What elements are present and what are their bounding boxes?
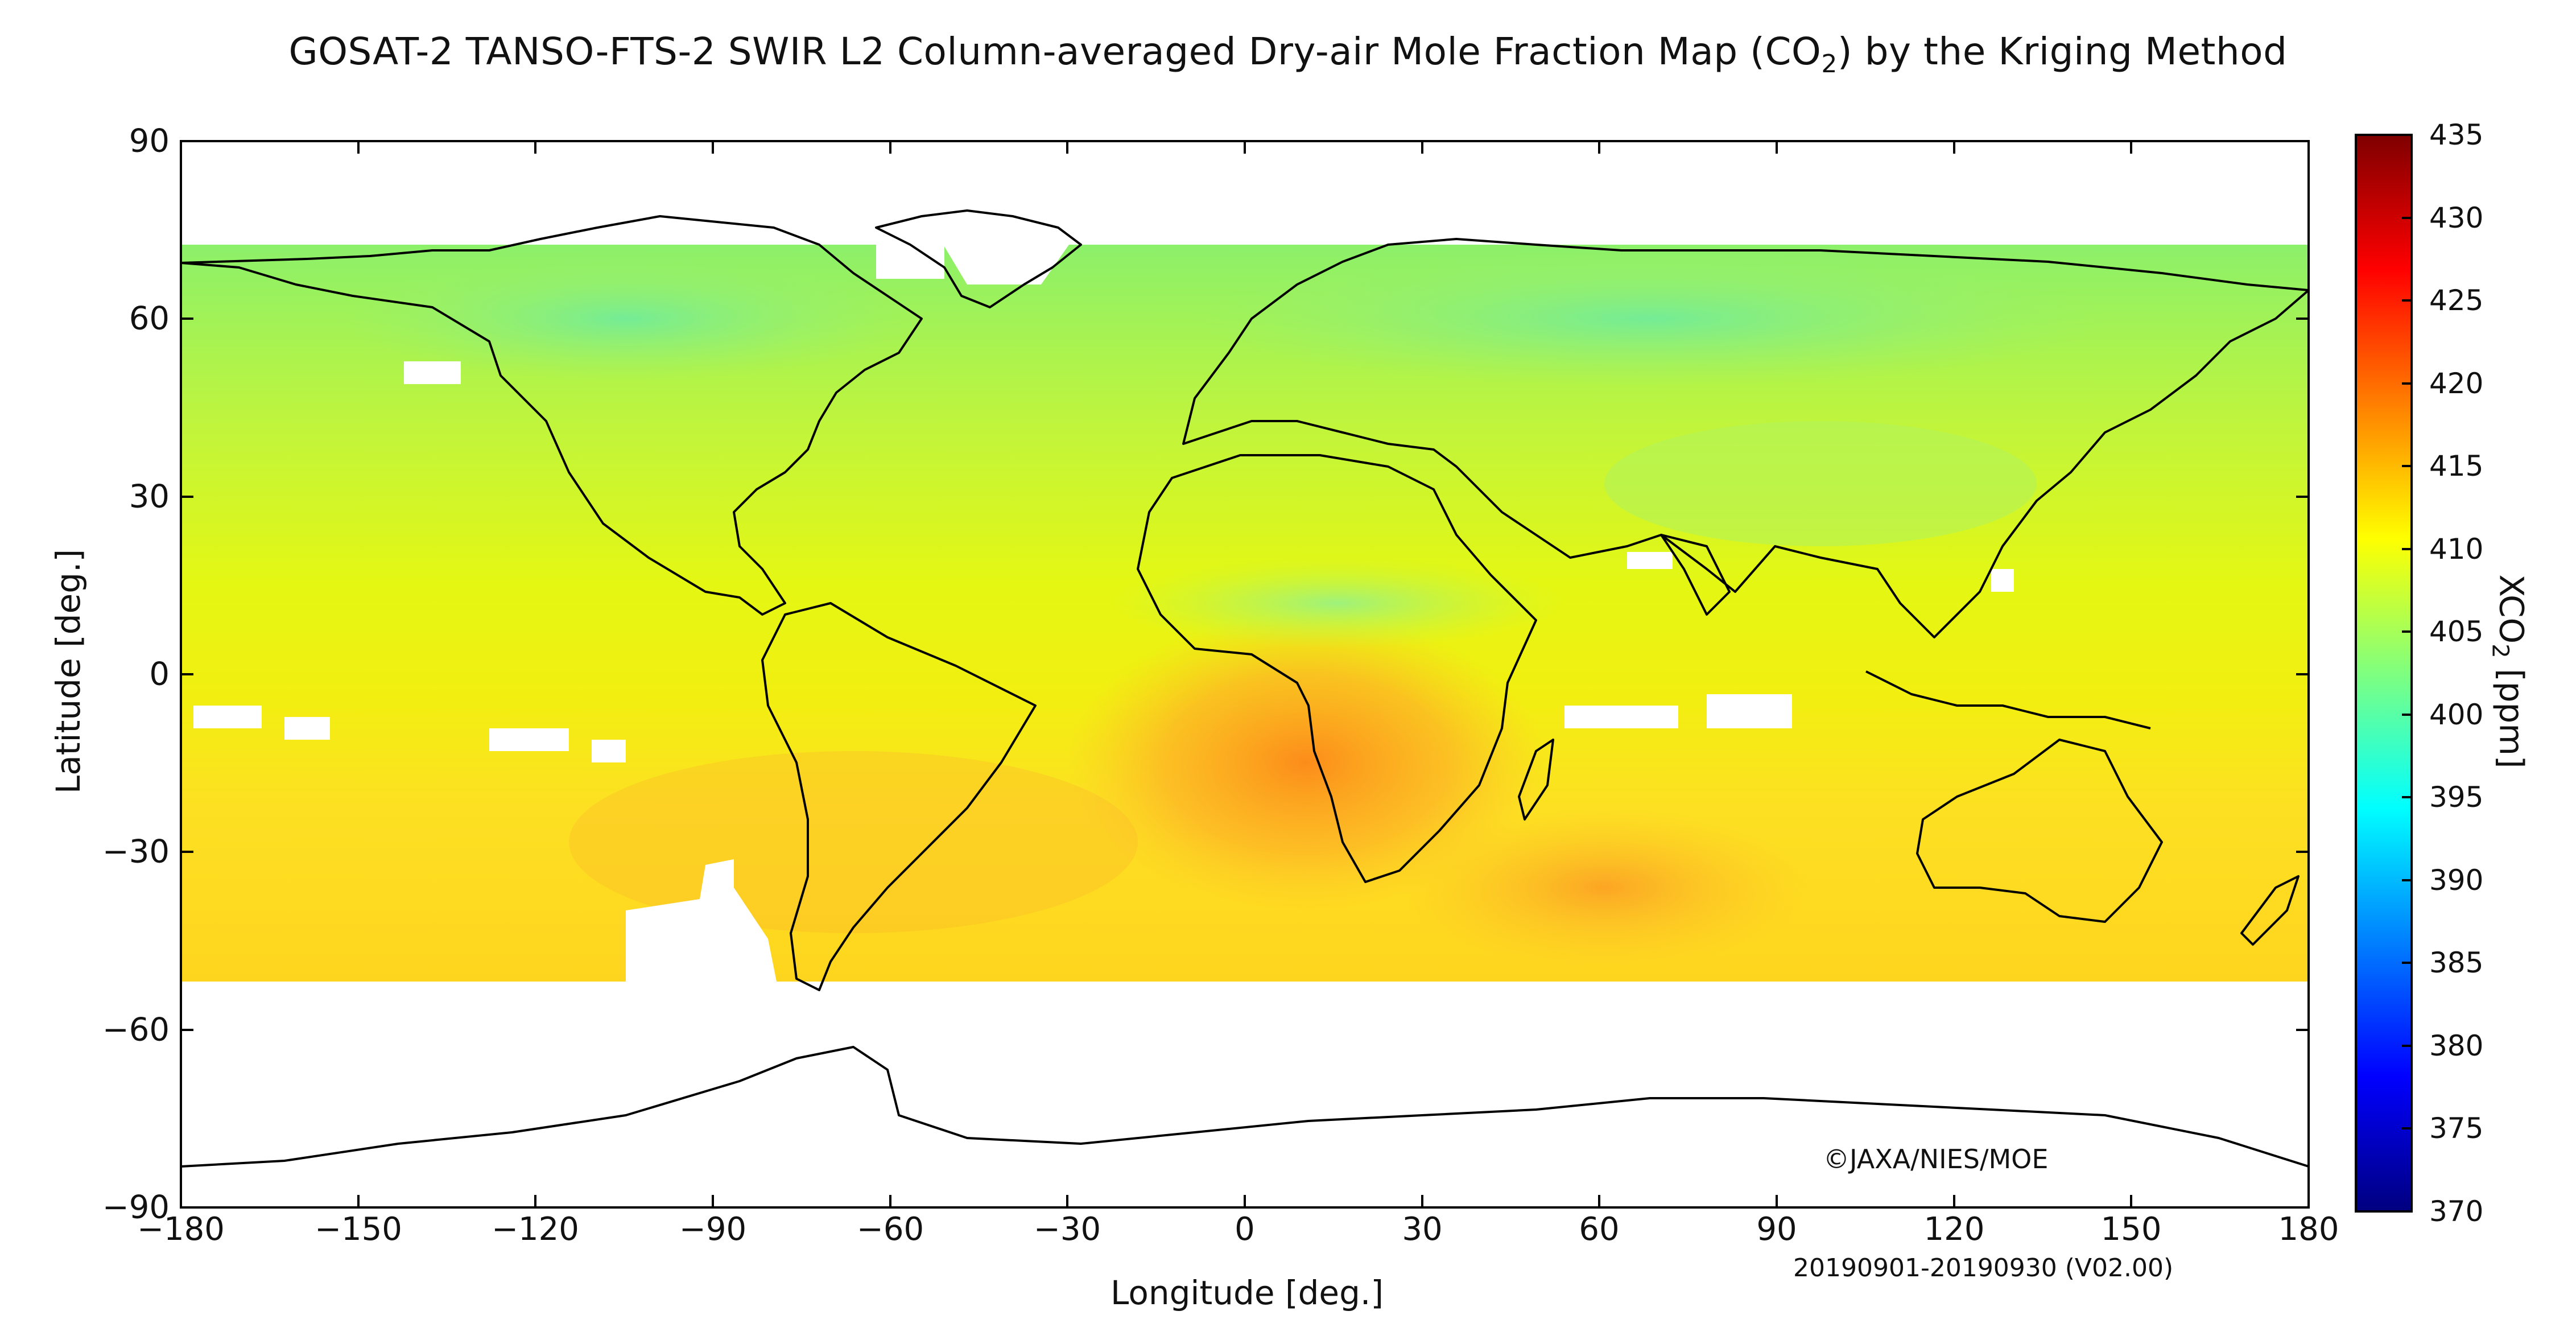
y-tick-label: −30	[102, 833, 170, 871]
colorbar-tick-label: 380	[2429, 1029, 2484, 1062]
x-tick-label: 60	[1579, 1211, 1620, 1248]
y-tick-label: −60	[102, 1011, 170, 1049]
x-tick-label: −180	[137, 1211, 225, 1248]
coastline-africa	[1137, 454, 1537, 883]
y-tick-marks	[181, 140, 2309, 1209]
coastline-antarctica	[181, 1046, 2309, 1168]
x-axis-label: Longitude [deg.]	[1111, 1273, 1384, 1312]
x-tick-label: 90	[1756, 1211, 1797, 1248]
coastline-indonesia	[1865, 670, 2151, 729]
colorbar	[2355, 134, 2413, 1213]
colorbar-tick-label: 425	[2429, 284, 2484, 317]
colorbar-tick-label: 435	[2429, 118, 2484, 151]
x-tick-label: −150	[315, 1211, 402, 1248]
chart-title-tail: ) by the Kriging Method	[1837, 30, 2288, 73]
x-tick-label: 180	[2278, 1211, 2339, 1248]
coastlines	[181, 209, 2309, 1168]
colorbar-tick-label: 390	[2429, 864, 2484, 897]
colorbar-label-main: XCO	[2492, 574, 2531, 644]
data-period-version: 20190901-20190930 (V02.00)	[1793, 1254, 2174, 1283]
y-tick-label: 0	[149, 655, 170, 693]
colorbar-tick-label: 370	[2429, 1195, 2484, 1228]
colorbar-label-tail: [ppm]	[2492, 658, 2531, 769]
colorbar-gradient	[2355, 134, 2413, 1213]
colorbar-tick-label: 395	[2429, 781, 2484, 814]
chart-title-main: GOSAT-2 TANSO-FTS-2 SWIR L2 Column-avera…	[288, 30, 1822, 73]
colorbar-tick-label: 400	[2429, 698, 2484, 731]
coastline-australia	[1916, 739, 2163, 923]
x-tick-label: −90	[679, 1211, 747, 1248]
x-tick-label: −60	[856, 1211, 924, 1248]
y-tick-label: −90	[102, 1189, 170, 1226]
y-tick-label: 60	[129, 300, 170, 337]
colorbar-label: XCO2 [ppm]	[2487, 575, 2531, 769]
coastline-madagascar	[1518, 739, 1554, 821]
x-tick-label: 0	[1235, 1211, 1255, 1248]
xco2-field	[181, 141, 2309, 1207]
x-tick-marks	[180, 141, 2310, 1207]
coastline-south-america	[761, 602, 1037, 991]
colorbar-tick-label: 430	[2429, 201, 2484, 234]
x-tick-label: 150	[2100, 1211, 2162, 1248]
axes-frame	[180, 140, 2310, 1209]
map-plot-area	[181, 141, 2309, 1207]
chart-title: GOSAT-2 TANSO-FTS-2 SWIR L2 Column-avera…	[0, 30, 2576, 79]
x-tick-label: 120	[1923, 1211, 1985, 1248]
y-tick-label: 90	[129, 122, 170, 160]
chart-title-subscript: 2	[1821, 50, 1838, 79]
x-tick-label: 30	[1402, 1211, 1443, 1248]
x-tick-label: −30	[1033, 1211, 1101, 1248]
colorbar-tick-label: 375	[2429, 1112, 2484, 1145]
colorbar-tick-label: 385	[2429, 946, 2484, 979]
copyright-credit: ©JAXA/NIES/MOE	[1823, 1144, 2049, 1174]
colorbar-tick-label: 410	[2429, 533, 2484, 566]
y-axis-label: Latitude [deg.]	[49, 549, 88, 794]
x-tick-label: −120	[492, 1211, 579, 1248]
coastline-north-america	[181, 215, 923, 616]
coastline-india	[1660, 534, 1731, 616]
colorbar-tick-label: 415	[2429, 450, 2484, 483]
coastline-eurasia	[1182, 238, 2309, 638]
colorbar-tick-label: 405	[2429, 615, 2484, 648]
colorbar-tick-label: 420	[2429, 367, 2484, 400]
colorbar-label-subscript: 2	[2487, 644, 2513, 658]
coastline-new-zealand	[2240, 875, 2300, 946]
y-tick-label: 30	[129, 478, 170, 516]
colorbar-tick-marks	[2402, 134, 2412, 1213]
coastline-greenland	[875, 209, 1082, 308]
